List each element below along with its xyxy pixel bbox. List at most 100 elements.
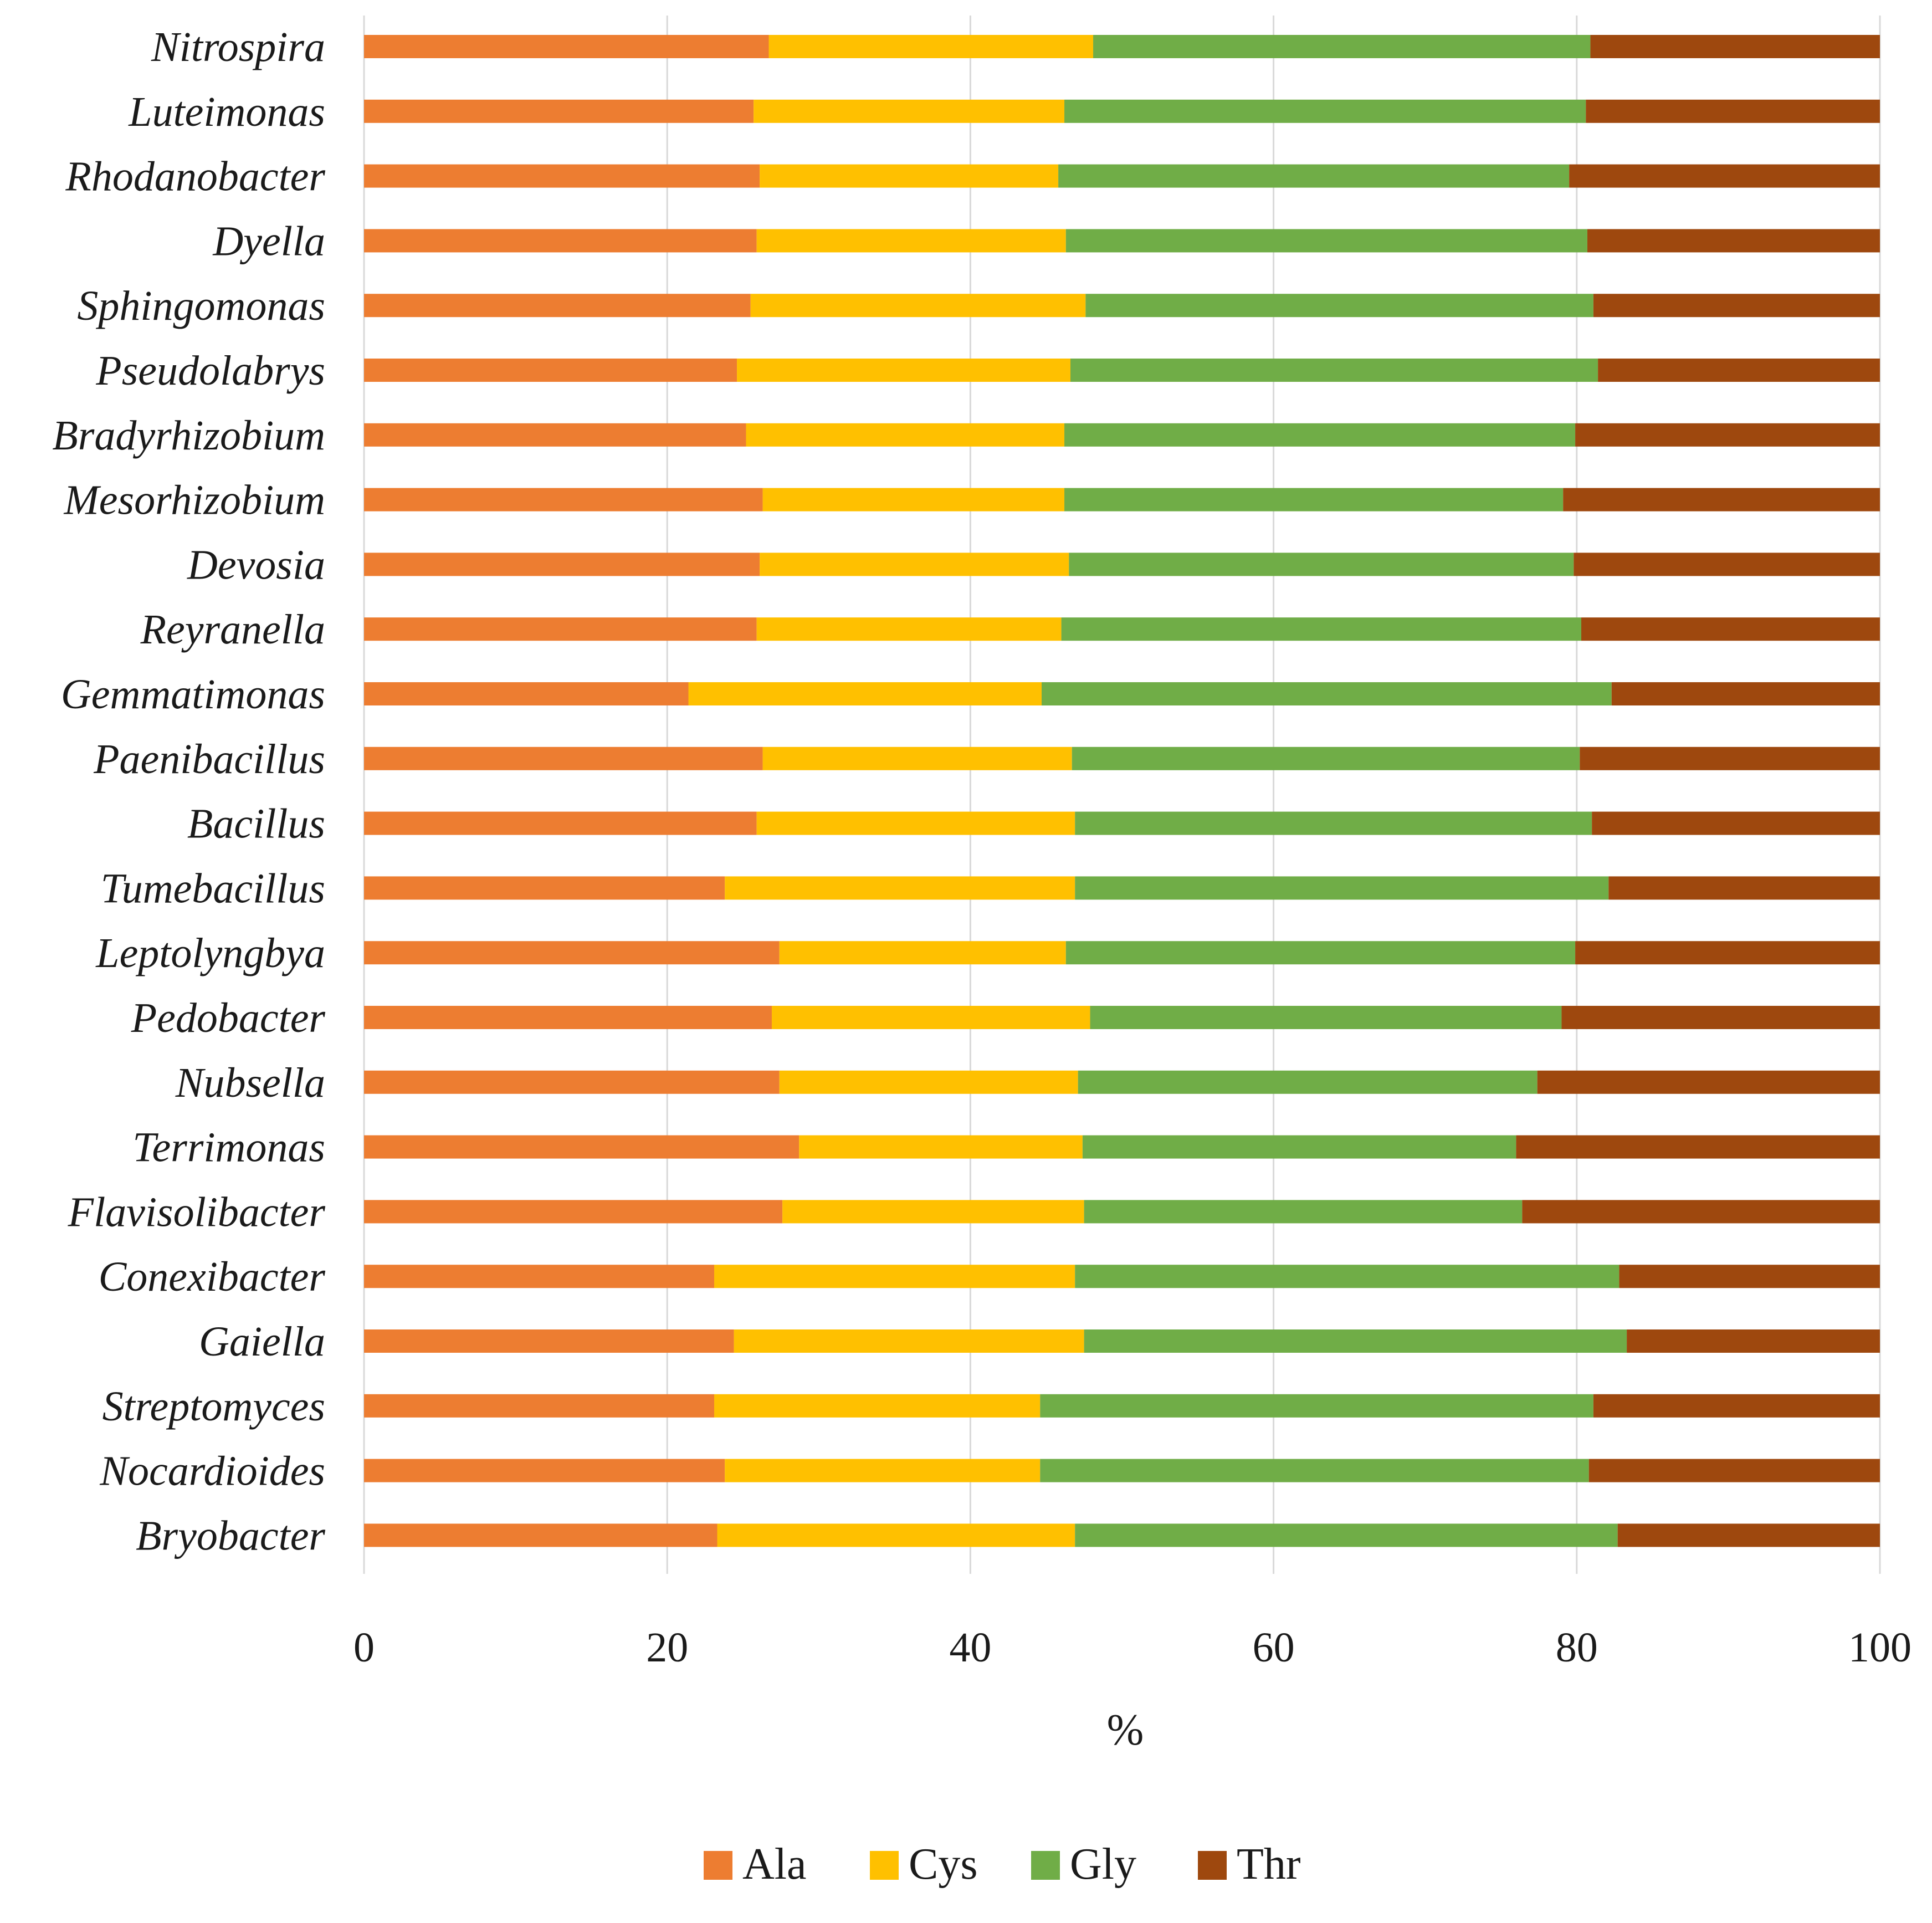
category-label: Pseudolabrys <box>95 347 325 394</box>
bar-gly-nocardioides <box>1040 1459 1589 1482</box>
bar-ala-nubsella <box>364 1070 780 1094</box>
bar-gly-nitrospira <box>1093 35 1591 58</box>
bar-cys-bryobacter <box>717 1523 1075 1547</box>
bar-cys-bradyrhizobium <box>746 423 1065 447</box>
bar-thr-bacillus <box>1592 811 1880 835</box>
bar-cys-dyella <box>756 229 1066 253</box>
category-label: Terrimonas <box>132 1124 325 1171</box>
legend-label-ala: Ala <box>742 1840 807 1889</box>
bar-cys-reyranella <box>756 617 1062 641</box>
bar-ala-leptolyngbya <box>364 941 780 965</box>
x-tick-label: 80 <box>1556 1624 1598 1671</box>
legend-swatch-thr <box>1198 1851 1227 1880</box>
bar-ala-conexibacter <box>364 1265 715 1288</box>
bar-thr-nitrospira <box>1590 35 1880 58</box>
bar-ala-bryobacter <box>364 1523 718 1547</box>
bar-thr-rhodanobacter <box>1569 164 1880 188</box>
bar-gly-bryobacter <box>1075 1523 1618 1547</box>
bar-thr-flavisolibacter <box>1522 1200 1880 1224</box>
bar-thr-sphingomonas <box>1593 294 1880 318</box>
category-label: Nocardioides <box>99 1448 325 1495</box>
category-label: Paenibacillus <box>93 736 325 783</box>
legend-label-thr: Thr <box>1237 1840 1301 1889</box>
gridlines <box>363 16 1881 1574</box>
bar-ala-tumebacillus <box>364 876 725 900</box>
bar-thr-gaiella <box>1627 1329 1880 1353</box>
bar-cys-sphingomonas <box>750 294 1086 318</box>
bar-ala-mesorhizobium <box>364 488 763 512</box>
bar-cys-conexibacter <box>714 1265 1075 1288</box>
bar-ala-gaiella <box>364 1329 734 1353</box>
bar-gly-sphingomonas <box>1085 294 1593 318</box>
bar-cys-nitrospira <box>768 35 1094 58</box>
bar-gly-pseudolabrys <box>1070 359 1598 382</box>
bar-cys-luteimonas <box>754 99 1065 123</box>
bar-cys-streptomyces <box>714 1394 1041 1418</box>
category-label: Streptomyces <box>103 1383 325 1430</box>
category-label: Luteimonas <box>128 89 325 135</box>
bar-cys-terrimonas <box>799 1135 1083 1159</box>
bar-cys-leptolyngbya <box>779 941 1066 965</box>
bar-thr-bradyrhizobium <box>1575 423 1880 447</box>
bar-cys-bacillus <box>756 811 1075 835</box>
bar-thr-nocardioides <box>1588 1459 1880 1482</box>
legend-label-gly: Gly <box>1070 1840 1136 1889</box>
bar-ala-pedobacter <box>364 1006 772 1029</box>
bar-ala-sphingomonas <box>364 294 751 318</box>
bar-cys-paenibacillus <box>762 746 1072 770</box>
category-label: Gaiella <box>199 1318 325 1365</box>
bar-thr-nubsella <box>1537 1070 1880 1094</box>
bar-thr-streptomyces <box>1593 1394 1880 1418</box>
bar-gly-pedobacter <box>1090 1006 1562 1029</box>
bar-thr-paenibacillus <box>1580 746 1880 770</box>
bar-gly-conexibacter <box>1075 1265 1620 1288</box>
category-label: Nitrospira <box>151 24 325 70</box>
bar-gly-reyranella <box>1061 617 1582 641</box>
bar-gly-dyella <box>1065 229 1587 253</box>
category-label: Nubsella <box>175 1060 325 1106</box>
legend-swatch-gly <box>1031 1851 1060 1880</box>
bar-ala-pseudolabrys <box>364 359 737 382</box>
x-tick-label: 0 <box>353 1624 375 1671</box>
legend: Ala Cys Gly Thr <box>704 1840 1301 1889</box>
bar-ala-reyranella <box>364 617 757 641</box>
bar-thr-tumebacillus <box>1608 876 1880 900</box>
bar-cys-flavisolibacter <box>782 1200 1084 1224</box>
bar-cys-devosia <box>760 553 1069 576</box>
bar-gly-rhodanobacter <box>1058 164 1570 188</box>
bar-gly-gaiella <box>1084 1329 1627 1353</box>
bars <box>364 35 1880 1547</box>
bar-cys-gemmatimonas <box>688 682 1042 705</box>
bar-gly-leptolyngbya <box>1065 941 1576 965</box>
bar-thr-pseudolabrys <box>1598 359 1880 382</box>
bar-cys-pedobacter <box>771 1006 1090 1029</box>
bar-gly-flavisolibacter <box>1084 1200 1523 1224</box>
bar-thr-conexibacter <box>1619 1265 1880 1288</box>
bar-cys-mesorhizobium <box>762 488 1065 512</box>
bar-cys-nocardioides <box>725 1459 1041 1482</box>
bar-gly-devosia <box>1069 553 1574 576</box>
bar-thr-pedobacter <box>1561 1006 1880 1029</box>
bar-ala-streptomyces <box>364 1394 715 1418</box>
bar-ala-terrimonas <box>364 1135 800 1159</box>
category-label: Leptolyngbya <box>95 930 325 976</box>
bar-ala-nitrospira <box>364 35 769 58</box>
bar-gly-tumebacillus <box>1075 876 1609 900</box>
category-labels: Nitrospira Luteimonas Rhodanobacter Dyella S… <box>52 24 325 1559</box>
x-tick-label: 20 <box>646 1624 688 1671</box>
bar-ala-rhodanobacter <box>364 164 760 188</box>
category-label: Conexibacter <box>99 1254 326 1300</box>
category-label: Bradyrhizobium <box>52 412 325 459</box>
bar-ala-gemmatimonas <box>364 682 689 705</box>
bar-cys-pseudolabrys <box>737 359 1070 382</box>
bar-thr-bryobacter <box>1617 1523 1880 1547</box>
category-label: Sphingomonas <box>77 283 325 329</box>
bar-ala-bacillus <box>364 811 757 835</box>
bar-thr-mesorhizobium <box>1563 488 1880 512</box>
bar-gly-streptomyces <box>1040 1394 1593 1418</box>
legend-label-cys: Cys <box>909 1840 978 1889</box>
bar-thr-devosia <box>1574 553 1880 576</box>
category-label: Rhodanobacter <box>65 154 325 200</box>
category-label: Dyella <box>212 218 325 264</box>
